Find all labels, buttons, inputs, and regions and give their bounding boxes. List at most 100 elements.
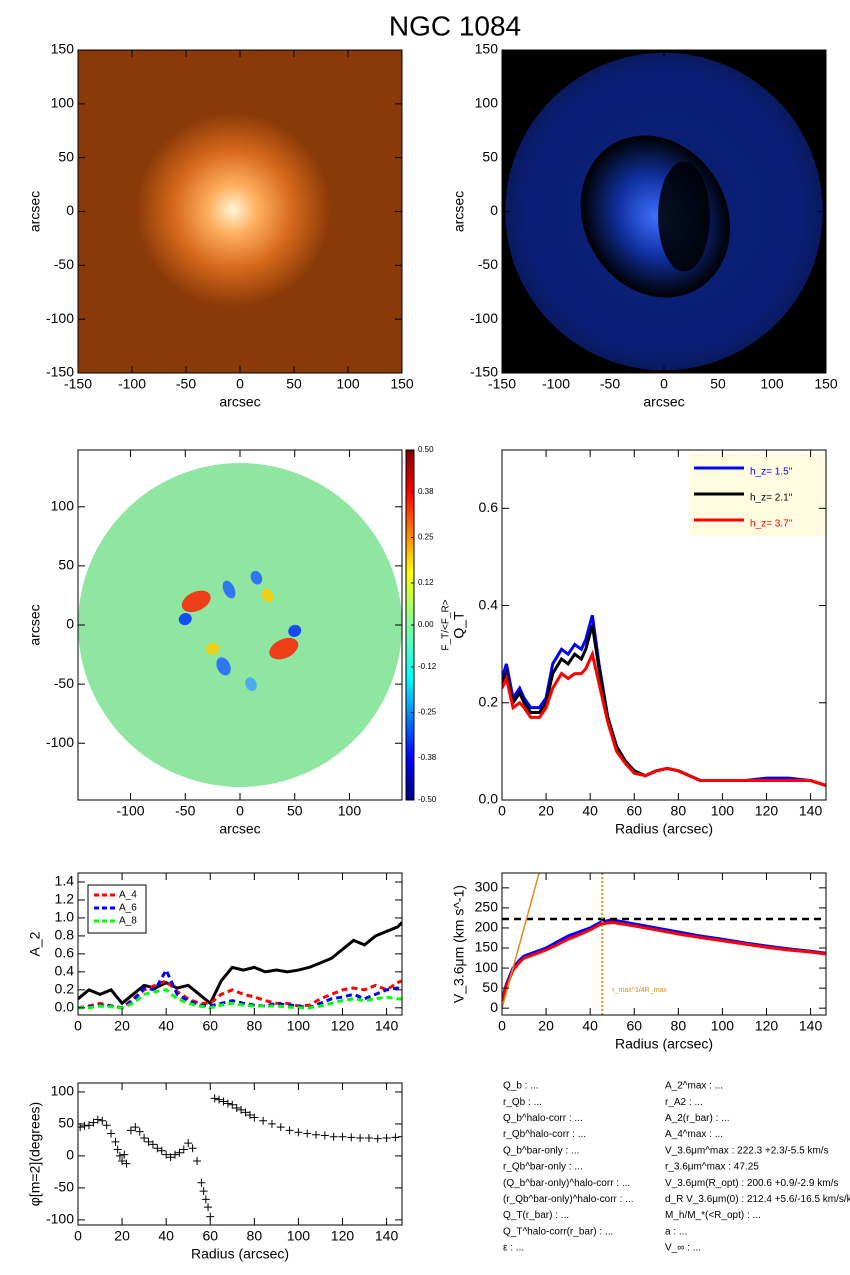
y-axis-label: V_3.6μm (km s^-1): [451, 885, 467, 1003]
series-line: [78, 921, 402, 1006]
point: [184, 1139, 193, 1148]
y-tick-label: 1.2: [55, 891, 75, 907]
plot-area: [502, 50, 826, 373]
y-tick-label: 0.2: [479, 693, 499, 709]
y-axis-label: arcsec: [451, 191, 467, 232]
y-axis-label: arcsec: [27, 604, 43, 645]
frame: [77, 872, 403, 1016]
point: [338, 1132, 347, 1141]
point: [223, 1099, 232, 1108]
frame: [501, 449, 827, 801]
y-tick-label: -150: [46, 364, 74, 380]
point: [135, 1127, 144, 1136]
y-tick-label: 150: [475, 939, 499, 955]
series-line: [78, 979, 402, 1010]
point: [237, 1105, 246, 1114]
point: [115, 1151, 124, 1160]
y-tick-label: 50: [58, 1115, 74, 1131]
point: [285, 1126, 294, 1135]
x-tick-label: 100: [287, 1228, 311, 1244]
frame: [77, 1082, 403, 1226]
parameter-text: V_3.6μm^max : 222.3 +2.3/-5.5 km/s: [665, 1145, 829, 1156]
x-tick-label: -100: [117, 803, 145, 819]
colorbar-tick-label: 0.00: [418, 620, 434, 629]
x-axis-label: arcsec: [643, 394, 684, 410]
x-tick-label: -50: [176, 376, 196, 392]
x-tick-label: 60: [202, 1228, 218, 1244]
dust: [658, 161, 710, 272]
x-tick-label: 140: [799, 803, 823, 819]
x-tick-label: 60: [626, 803, 642, 819]
point: [382, 1134, 391, 1143]
x-tick-label: -150: [64, 376, 92, 392]
parameter-text: A_2^max : ...: [665, 1081, 723, 1092]
y-tick-label: 0.0: [479, 791, 499, 807]
point: [245, 1110, 254, 1119]
y-tick-label: 0.6: [479, 499, 499, 515]
x-tick-label: -100: [118, 376, 146, 392]
point: [170, 1150, 179, 1159]
point: [204, 1203, 213, 1212]
x-tick-label: 120: [331, 1018, 355, 1034]
point: [219, 1097, 228, 1106]
x-tick-label: 120: [755, 803, 779, 819]
point: [120, 1150, 129, 1159]
y-tick-label: 1.0: [55, 909, 75, 925]
annotation: r_max^1/4R_max: [612, 987, 667, 994]
x-axis-label: arcsec: [219, 394, 260, 410]
parameter-text: M_h/M_*(<R_opt) : ...: [665, 1210, 761, 1221]
map-blob: [206, 642, 220, 655]
y-tick-label: 0.4: [55, 963, 75, 979]
parameter-text: d_R V_3.6μm(0) : 212.4 +5.6/-16.5 km/s/k…: [665, 1194, 850, 1205]
point: [373, 1134, 382, 1143]
panel: A_4 A_6 A_8 0 20 40 60 80 100 120 140 0.0 0.2 0.4 0.6 0…: [27, 872, 403, 1034]
y-tick-label: -50: [54, 256, 74, 272]
point: [153, 1144, 162, 1153]
x-tick-label: 140: [799, 1018, 823, 1034]
plot-area: [78, 463, 402, 787]
x-tick-label: 120: [331, 1228, 355, 1244]
point: [294, 1128, 303, 1137]
colorbar-tick-label: -0.25: [418, 708, 437, 717]
point: [356, 1134, 365, 1143]
map-blob: [269, 637, 299, 660]
map-blob: [222, 580, 236, 599]
legend-label: A_4: [119, 890, 137, 901]
parameter-text: V_∞ : ...: [665, 1243, 701, 1254]
y-tick-label: 1.4: [55, 873, 75, 889]
map-blob: [250, 570, 263, 585]
x-tick-label: 80: [671, 803, 687, 819]
colorbar-tick-label: 0.12: [418, 578, 434, 587]
x-tick-label: 100: [338, 803, 362, 819]
x-tick-label: 20: [114, 1228, 130, 1244]
x-tick-label: 60: [202, 1018, 218, 1034]
x-tick-label: 40: [158, 1018, 174, 1034]
legend-label: h_z= 2.1'': [750, 493, 793, 504]
parameter-text: Q_b^bar-only : ...: [503, 1145, 579, 1156]
y-tick-label: 0: [66, 202, 74, 218]
x-tick-label: 80: [671, 1018, 687, 1034]
point: [175, 1148, 184, 1157]
y-tick-label: 0.4: [479, 596, 499, 612]
point: [228, 1100, 237, 1109]
x-tick-label: 20: [538, 1018, 554, 1034]
parameter-text: r_Qb^bar-only : ...: [503, 1162, 583, 1173]
point: [391, 1133, 400, 1142]
point: [102, 1121, 111, 1130]
y-tick-label: 50: [482, 148, 498, 164]
point: [276, 1123, 285, 1132]
x-tick-label: 80: [247, 1018, 263, 1034]
y-tick-label: 50: [58, 557, 74, 573]
x-tick-label: -50: [600, 376, 620, 392]
x-tick-label: 0: [74, 1018, 82, 1034]
series-line: [502, 614, 826, 787]
x-tick-label: 100: [711, 803, 735, 819]
y-tick-label: 0: [490, 202, 498, 218]
parameter-text: r_3.6μm^max : 47.25: [665, 1162, 759, 1173]
figure-title: NGC 1084: [389, 10, 521, 41]
map-blob: [245, 677, 257, 691]
parameter-text: r_A2 : ...: [665, 1097, 703, 1108]
plot-area: [78, 1094, 402, 1221]
x-tick-label: 140: [375, 1228, 399, 1244]
